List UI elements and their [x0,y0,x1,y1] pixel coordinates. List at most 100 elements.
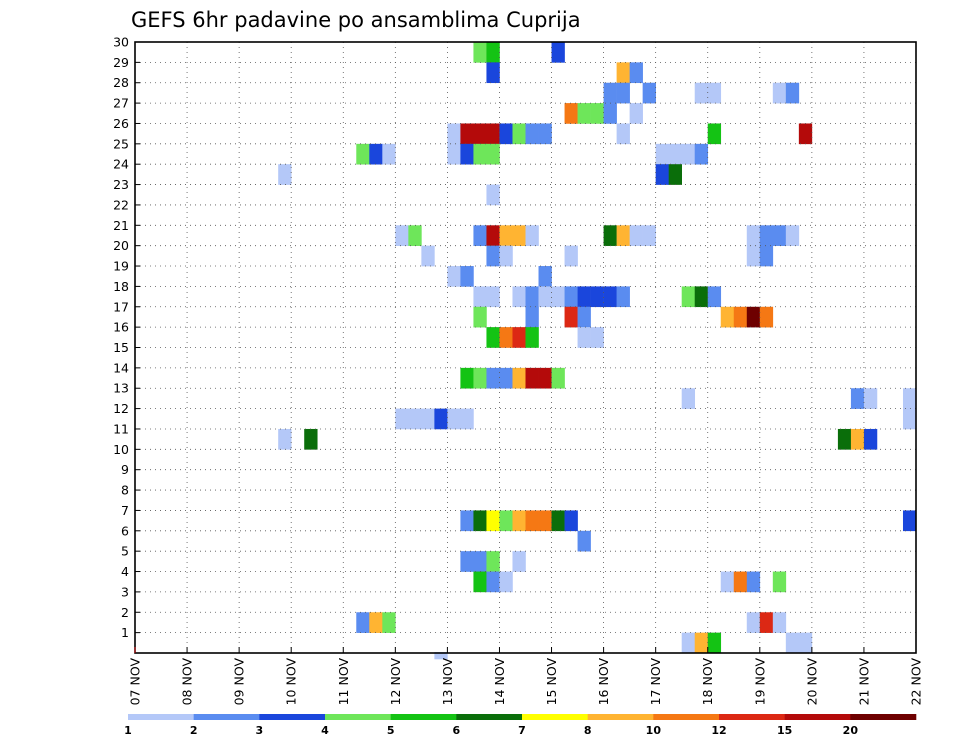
heatmap-cell [668,164,682,185]
heatmap-cell [395,225,409,246]
y-tick-label: 19 [113,259,129,274]
legend-label: 7 [518,724,526,737]
legend-label: 8 [584,724,592,737]
heatmap-cell [473,551,487,572]
heatmap-cell [538,266,552,287]
x-tick-label: 10 NOV [284,658,299,706]
heatmap-cell [421,245,435,267]
heatmap-cell [434,408,448,430]
heatmap-cell [473,306,487,328]
heatmap-cell [460,367,474,389]
heatmap-cell [447,408,461,430]
heatmap-cell [473,42,487,63]
heatmap-cell [395,408,409,430]
heatmap-cell [473,510,487,532]
heatmap-cell [733,306,748,328]
heatmap-cell [486,571,500,593]
x-axis: 07 NOV 08 NOV 09 NOV 10 NOV 11 NOV 12 NOV 13 N… [128,647,924,705]
heatmap-cell [902,408,917,430]
heatmap-cell [278,164,292,185]
y-tick-label: 16 [113,320,129,335]
heatmap-cell [304,428,318,450]
heatmap-cell [499,245,513,267]
heatmap-cell [499,510,513,532]
heatmap-cell [447,123,461,145]
y-tick-label: 23 [113,177,129,192]
y-tick-label: 11 [113,421,129,436]
heatmap-cell [759,245,774,267]
heatmap-cell [564,510,578,532]
heatmap-cell [551,367,565,389]
y-tick-label: 30 [113,35,129,50]
y-tick-label: 15 [113,340,129,355]
heatmap-cell [382,612,396,633]
legend-swatch [193,714,260,720]
legend-swatch [325,714,391,720]
legend-label: 4 [321,724,329,737]
x-tick-label: 07 NOV [128,658,143,706]
heatmap-cell [473,367,487,389]
heatmap-cell [525,367,539,389]
legend-swatch [719,714,785,720]
y-tick-label: 10 [113,442,129,457]
heatmap-cell [408,225,422,246]
heatmap-cell [551,42,565,63]
heatmap-cell [473,571,487,593]
heatmap-cell [707,632,722,654]
heatmap-cell [759,612,774,633]
heatmap-cell [837,428,852,450]
heatmap-cell [616,286,630,308]
x-tick-label: 13 NOV [440,658,455,706]
heatmap-cell [863,428,878,450]
heatmap-cell [746,612,761,633]
heatmap-cell [512,551,526,572]
legend-swatch [587,714,654,720]
heatmap-cell [512,286,526,308]
heatmap-cell [525,510,539,532]
heatmap-cell [616,123,630,145]
heatmap-cell [525,123,539,145]
legend-swatch [653,714,720,720]
heatmap-cell [434,652,448,660]
heatmap-cell [564,245,578,267]
heatmap-cell [603,103,617,124]
y-tick-label: 13 [113,381,129,396]
heatmap-cell [577,286,591,308]
heatmap-cell [720,306,735,328]
heatmap-cell [525,225,539,246]
heatmap-cell [460,551,474,572]
heatmap-cell [863,388,878,409]
x-tick-label: 19 NOV [752,658,767,706]
heatmap-cell [590,327,604,348]
heatmap-cell [460,143,474,165]
heatmap-cell [590,286,604,308]
heatmap-cell [850,388,865,409]
heatmap-cell [486,184,500,206]
heatmap-cell [473,143,487,165]
heatmap-cell [720,571,735,593]
heatmap-cell [707,123,722,145]
heatmap-cell [616,225,630,246]
heatmap-cell [473,286,487,308]
legend-label: 20 [843,724,859,737]
y-tick-label: 8 [121,483,129,498]
heatmap-cell [603,82,617,104]
heatmap-cell [408,408,422,430]
heatmap-cell [785,225,800,246]
y-tick-label: 28 [113,75,129,90]
y-tick-label: 1 [121,625,129,640]
x-tick-label: 16 NOV [596,658,611,706]
heatmap-cell [512,367,526,389]
heatmap-cell [603,225,617,246]
heatmap-cell [694,286,709,308]
heatmap-cell [551,510,565,532]
heatmap-cell [707,82,722,104]
heatmap-cell [512,510,526,532]
legend-swatch [456,714,523,720]
x-tick-label: 14 NOV [492,658,507,706]
heatmap-cell [486,42,500,63]
heatmap-cell [668,143,682,165]
heatmap-cell [577,530,591,552]
x-tick-label: 20 NOV [804,658,819,706]
